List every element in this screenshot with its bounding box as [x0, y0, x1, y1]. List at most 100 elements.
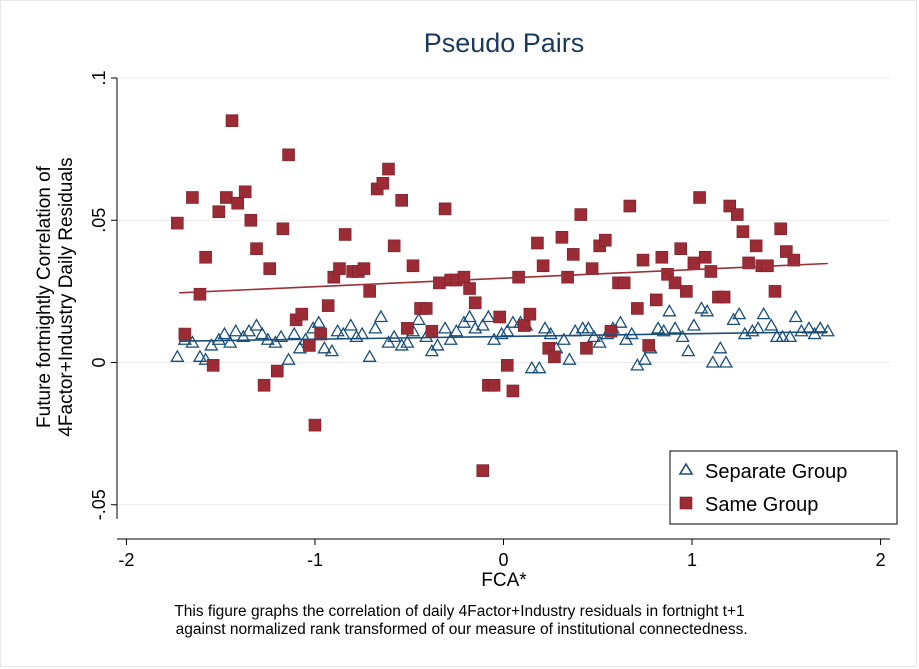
- data-point-same-group: [333, 262, 346, 275]
- data-point-same-group: [338, 228, 352, 241]
- data-point-separate-group: [820, 323, 835, 337]
- data-point-separate-group: [343, 318, 358, 331]
- data-point-separate-group: [443, 332, 458, 345]
- data-point-same-group: [493, 310, 507, 324]
- data-point-separate-group: [287, 326, 302, 340]
- data-point-same-group: [548, 350, 561, 364]
- data-point-same-group: [220, 191, 233, 204]
- data-point-separate-group: [624, 326, 639, 340]
- data-point-separate-group: [745, 323, 760, 337]
- data-point-same-group: [774, 222, 787, 236]
- data-point-same-group: [238, 185, 252, 199]
- data-point-separate-group: [568, 323, 583, 337]
- data-point-same-group: [585, 262, 599, 275]
- data-point-separate-group: [273, 329, 289, 343]
- data-point-same-group: [531, 236, 544, 250]
- data-point-same-group: [693, 191, 706, 204]
- data-point-separate-group: [656, 323, 671, 337]
- data-point-same-group: [438, 202, 452, 216]
- data-point-same-group: [574, 208, 588, 221]
- legend-label-separate-group: Separate Group: [705, 461, 847, 483]
- data-point-same-group: [303, 339, 316, 352]
- data-point-same-group: [321, 299, 335, 312]
- data-point-separate-group: [249, 318, 264, 331]
- data-point-same-group: [749, 239, 763, 253]
- data-point-separate-group: [713, 340, 728, 354]
- fit-line-same-group: [179, 262, 828, 294]
- y-tick-label: .1: [89, 70, 109, 85]
- legend: Separate Group Same Group: [669, 450, 898, 525]
- data-point-separate-group: [228, 323, 243, 337]
- data-point-same-group: [736, 225, 750, 238]
- data-point-separate-group: [775, 329, 790, 343]
- data-point-same-group: [387, 239, 401, 253]
- figure-caption: This figure graphs the correlation of da…: [0, 603, 919, 639]
- data-point-separate-group: [581, 321, 596, 334]
- data-point-same-group: [314, 327, 327, 341]
- data-point-same-group: [599, 233, 612, 247]
- data-point-same-group: [276, 222, 290, 236]
- data-point-separate-group: [449, 323, 464, 337]
- data-point-separate-group: [637, 352, 653, 365]
- data-point-separate-group: [198, 352, 213, 365]
- data-point-same-group: [425, 324, 439, 338]
- data-point-separate-group: [813, 321, 828, 334]
- data-point-same-group: [193, 287, 207, 301]
- x-tick-label: 1: [687, 550, 697, 570]
- data-point-same-group: [206, 359, 220, 372]
- y-tick-label: -.05: [89, 489, 109, 520]
- data-point-separate-group: [170, 349, 185, 362]
- data-point-same-group: [680, 285, 693, 298]
- data-point-separate-group: [764, 318, 779, 331]
- data-point-separate-group: [524, 360, 539, 374]
- data-point-separate-group: [255, 326, 270, 340]
- data-point-same-group: [500, 359, 514, 372]
- data-point-same-group: [730, 208, 744, 221]
- x-tick-label: 0: [498, 550, 508, 570]
- data-point-separate-group: [362, 349, 377, 362]
- data-point-same-group: [476, 464, 490, 477]
- x-axis-label: FCA*: [481, 570, 527, 591]
- data-point-separate-group: [556, 332, 571, 345]
- data-point-same-group: [623, 199, 637, 213]
- y-axis-ticks: -.05 0 .05 .1: [89, 70, 117, 520]
- data-point-same-group: [225, 114, 239, 127]
- data-point-separate-group: [317, 340, 332, 354]
- data-point-separate-group: [681, 343, 696, 357]
- series-same-group: [171, 114, 801, 477]
- data-point-separate-group: [694, 301, 709, 314]
- data-point-separate-group: [292, 340, 308, 354]
- data-point-separate-group: [537, 321, 553, 334]
- data-point-same-group: [468, 296, 482, 310]
- data-point-same-group: [406, 259, 420, 273]
- fit-line-separate-group: [179, 330, 828, 342]
- data-point-separate-group: [667, 321, 683, 334]
- data-point-separate-group: [699, 303, 715, 317]
- caption-line-2: against normalized rank transformed of o…: [171, 621, 748, 638]
- data-point-separate-group: [481, 309, 496, 323]
- scatter-chart: Pseudo Pairs -.05 0 .05 .1 -2 -1 0 1 2 FCA* Fut…: [34, 28, 898, 591]
- data-point-same-group: [787, 253, 801, 267]
- data-point-same-group: [687, 256, 701, 270]
- data-point-separate-group: [801, 321, 817, 334]
- data-point-separate-group: [185, 335, 200, 348]
- data-point-same-group: [308, 418, 322, 432]
- data-point-same-group: [419, 302, 433, 315]
- data-point-same-group: [231, 196, 244, 210]
- data-point-separate-group: [260, 332, 275, 345]
- y-axis-label-line-1: Future fortnightly Correlation of: [34, 165, 55, 428]
- data-point-same-group: [555, 231, 569, 244]
- caption-line-1: This figure graphs the correlation of da…: [174, 603, 745, 620]
- data-point-separate-group: [324, 343, 340, 357]
- data-point-separate-group: [373, 309, 389, 323]
- data-point-same-group: [457, 270, 471, 284]
- data-point-separate-group: [368, 321, 383, 334]
- data-point-same-group: [636, 253, 650, 267]
- data-point-same-group: [566, 248, 580, 261]
- data-point-separate-group: [281, 352, 296, 365]
- data-point-separate-group: [311, 315, 326, 328]
- y-tick-label: .05: [89, 208, 109, 233]
- data-point-same-group: [668, 276, 682, 290]
- data-point-same-group: [523, 307, 537, 321]
- data-point-separate-group: [650, 321, 666, 334]
